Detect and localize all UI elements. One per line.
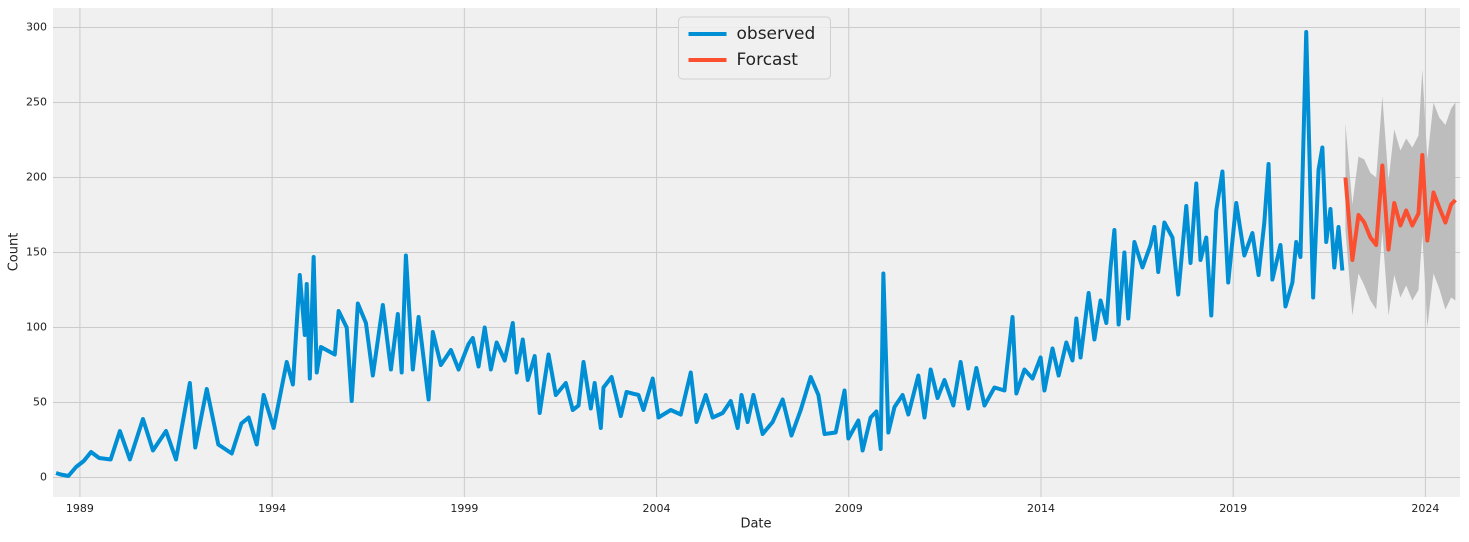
y-tick-label: 100 (26, 321, 47, 334)
legend-label: observed (737, 24, 816, 44)
x-axis-label: Date (740, 517, 771, 532)
y-axis-label: Count (7, 233, 22, 272)
x-tick-label: 2019 (1219, 502, 1247, 515)
y-tick-label: 250 (26, 96, 47, 109)
marks (55, 30, 1457, 478)
x-tick-label: 2014 (1027, 502, 1055, 515)
legend-label: Forcast (737, 50, 799, 70)
y-tick-label: 50 (33, 396, 47, 409)
y-tick-label: 300 (26, 21, 47, 34)
y-tick-label: 200 (26, 171, 47, 184)
y-tick-label: 150 (26, 246, 47, 259)
x-tick-label: 1999 (450, 502, 478, 515)
series-line (1343, 153, 1457, 262)
y-tick-label: 0 (40, 471, 47, 484)
legend: observed Forcast (678, 16, 831, 80)
confidence-band (1345, 69, 1456, 328)
series-line (55, 30, 1345, 478)
x-tick-label: 1989 (66, 502, 94, 515)
x-tick-label: 2009 (835, 502, 863, 515)
x-tick-label: 2004 (643, 502, 671, 515)
x-tick-label: 2024 (1411, 502, 1439, 515)
x-tick-label: 1994 (258, 502, 286, 515)
